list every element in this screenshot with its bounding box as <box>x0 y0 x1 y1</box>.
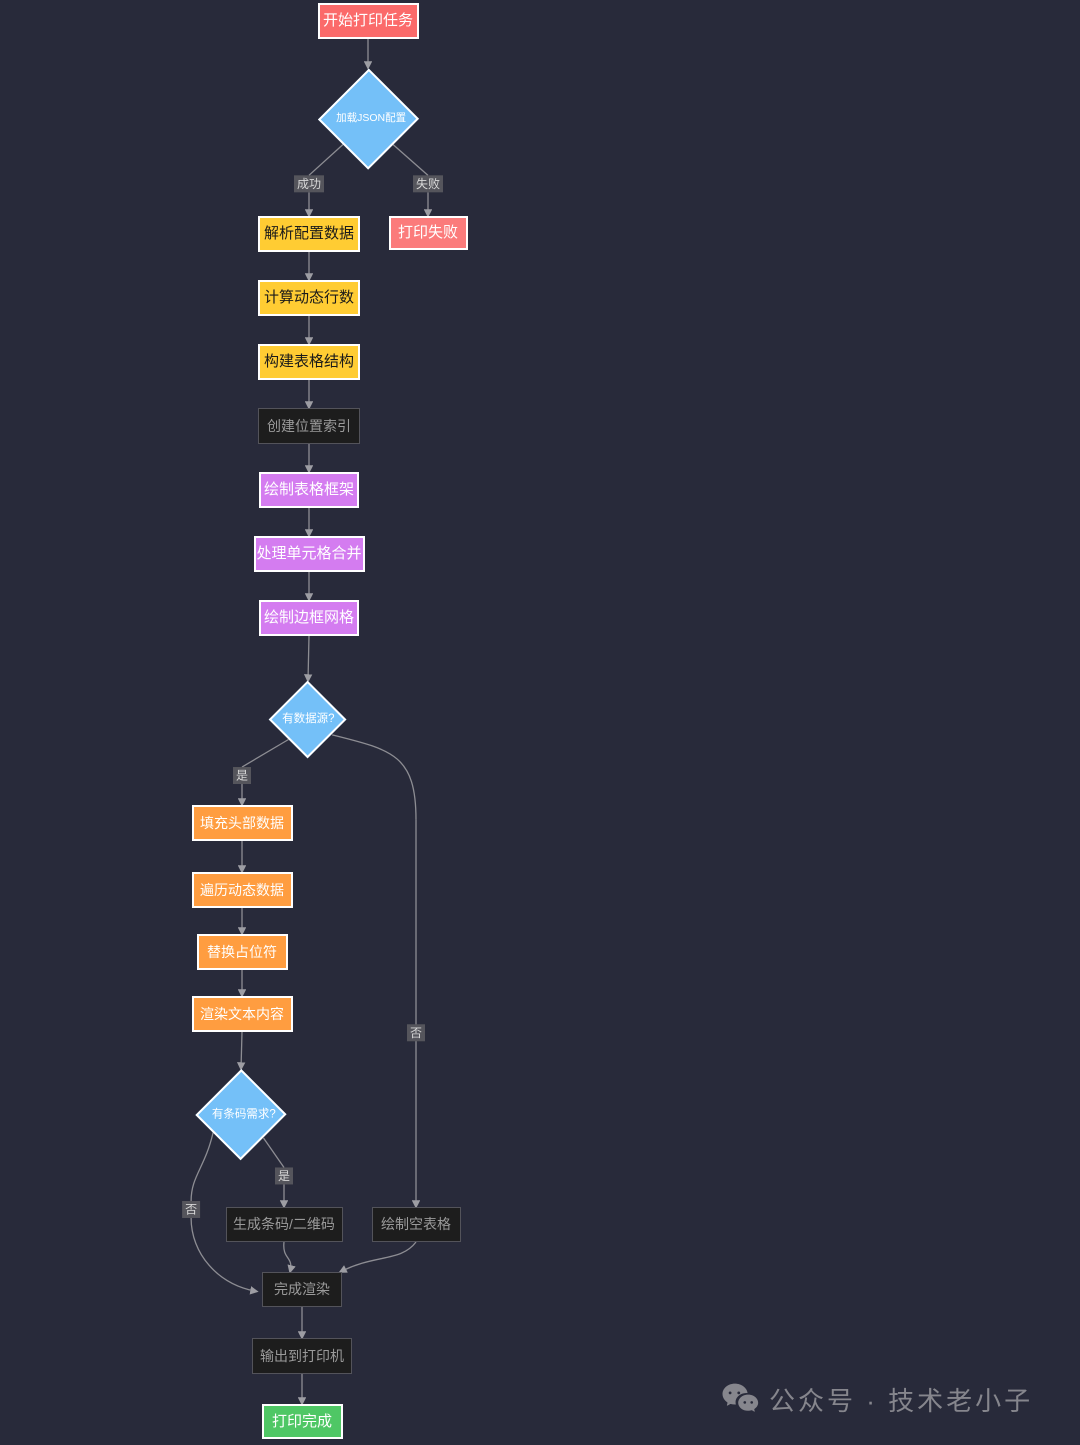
svg-text:否: 否 <box>185 1202 197 1216</box>
svg-text:是: 是 <box>278 1169 290 1183</box>
svg-text:否: 否 <box>410 1026 422 1040</box>
svg-text:是: 是 <box>236 769 248 783</box>
svg-text:失败: 失败 <box>416 176 440 191</box>
svg-text:成功: 成功 <box>297 177 321 191</box>
